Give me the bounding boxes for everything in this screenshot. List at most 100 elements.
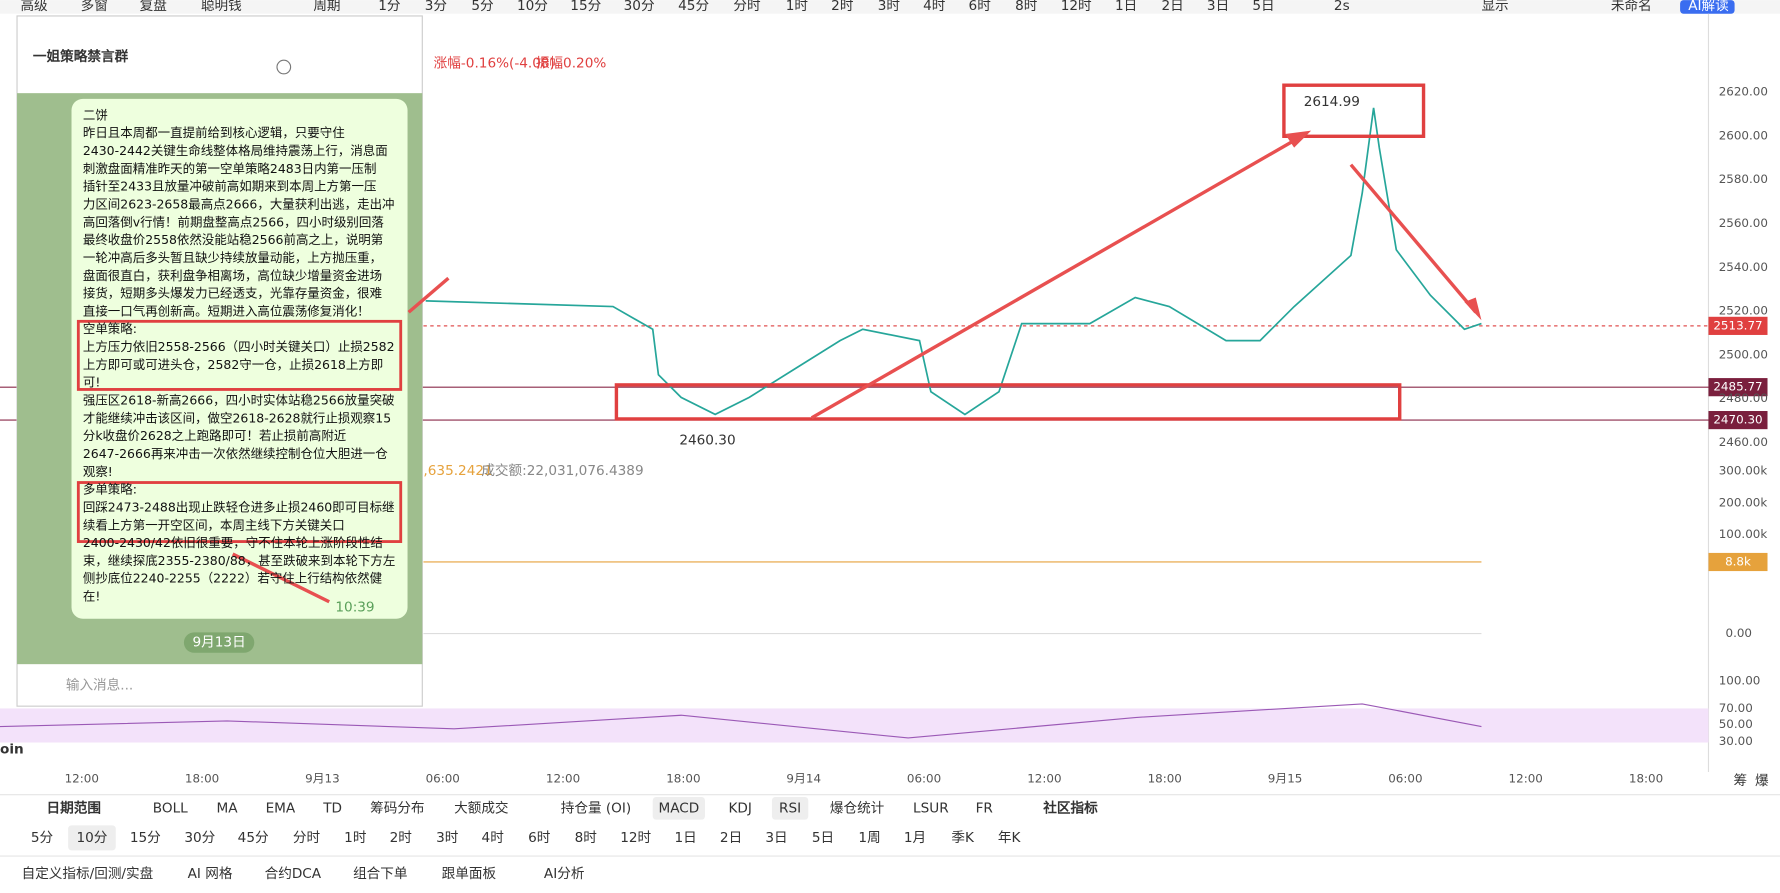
time-tick: 12:00 xyxy=(546,771,580,785)
timeframe[interactable]: 1月 xyxy=(904,830,926,846)
toolbar-item[interactable]: 30分 xyxy=(624,0,655,14)
search-icon[interactable] xyxy=(276,59,292,75)
bottom-tool[interactable]: AI分析 xyxy=(544,866,585,882)
toolbar-item[interactable]: 12时 xyxy=(1061,0,1092,14)
toolbar-item[interactable]: 高级 xyxy=(20,0,48,14)
message-line: 2647-2666再来冲击一次依然继续控制仓位大胆进一仓 xyxy=(83,446,388,461)
indicator-tab[interactable]: LSUR xyxy=(913,800,949,816)
price-tag xyxy=(1708,316,1768,335)
volume-tag xyxy=(1708,552,1768,572)
indicator-tab[interactable]: 持仓量 (OI) xyxy=(561,800,632,816)
change: -0.16%(-4.08) xyxy=(461,56,555,72)
bottom-tool[interactable]: 自定义指标/回测/实盘 xyxy=(22,865,154,882)
indicator-tab[interactable]: 筹码分布 xyxy=(370,799,424,816)
toolbar-item[interactable]: 5日 xyxy=(1252,0,1274,14)
indicator-tab[interactable]: KDJ xyxy=(728,800,751,816)
toolbar-item[interactable]: 2日 xyxy=(1162,0,1184,14)
timeframe[interactable]: 2时 xyxy=(390,830,413,846)
indicator-tab[interactable]: 爆仓统计 xyxy=(830,800,885,816)
indicator-tab[interactable]: 日期范围 xyxy=(47,799,101,816)
timeframe[interactable]: 8时 xyxy=(575,830,598,846)
toolbar-item[interactable]: 4时 xyxy=(923,0,946,14)
timeframe[interactable]: 分时 xyxy=(293,830,321,846)
timeframe[interactable]: 1日 xyxy=(675,830,697,846)
toolbar-item[interactable]: 45分 xyxy=(678,0,709,14)
toolbar-right[interactable]: 显示 xyxy=(1481,0,1508,14)
toolbar-item[interactable]: 2时 xyxy=(831,0,854,14)
indicator-tab[interactable]: EMA xyxy=(266,800,296,816)
timeframe[interactable]: 12时 xyxy=(620,830,651,846)
toolbar-item[interactable]: 8时 xyxy=(1015,0,1038,14)
timeframe[interactable]: 5分 xyxy=(31,830,54,846)
timeframe[interactable]: 10分 xyxy=(76,830,107,846)
toolbar-item[interactable]: 复盘 xyxy=(140,0,167,14)
toolbar-item[interactable]: 3分 xyxy=(425,0,448,14)
timeframe[interactable]: 季K xyxy=(951,830,975,846)
turnover: 成交额:22,031,076.4389 xyxy=(481,462,643,479)
toolbar-item[interactable]: 聪明钱 xyxy=(201,0,242,14)
toolbar-item[interactable]: 周期 xyxy=(313,0,340,14)
timeframe[interactable]: 年K xyxy=(998,830,1022,846)
price-tag xyxy=(1708,411,1768,430)
indicator-tab[interactable]: RSI xyxy=(779,800,801,816)
indicator-tab[interactable]: MACD xyxy=(658,800,699,816)
toolbar-item[interactable]: 3日 xyxy=(1207,0,1229,14)
symbol: oin xyxy=(0,741,24,757)
toolbar-right[interactable]: AI解读 xyxy=(1688,0,1729,14)
rsi-tick: 50.00 xyxy=(1719,717,1753,731)
timeframe[interactable]: 15分 xyxy=(130,830,161,846)
timeframe[interactable]: 6时 xyxy=(528,830,551,846)
arrow xyxy=(231,552,330,604)
bottom-tool[interactable]: 合约DCA xyxy=(265,866,322,882)
toolbar-item[interactable]: 1日 xyxy=(1115,0,1137,14)
toolbar-item[interactable]: 1时 xyxy=(786,0,809,14)
toolbar-item[interactable]: 5分 xyxy=(471,0,494,14)
indicator-tab[interactable]: TD xyxy=(322,800,342,816)
timeframe[interactable]: 1时 xyxy=(344,830,367,846)
timeframe[interactable]: 45分 xyxy=(238,830,269,846)
toolbar-item[interactable]: 10分 xyxy=(517,0,548,14)
timeframe[interactable]: 30分 xyxy=(184,830,215,846)
message-line: 刺激盘面精准昨天的第一空单策略2483日内第一压制 xyxy=(83,161,377,176)
indicator-tab[interactable]: 大额成交 xyxy=(454,799,509,816)
timeframe[interactable]: 2日 xyxy=(720,830,742,846)
message-line: 插针至2433且放量冲破前高如期来到本周上方第一压 xyxy=(83,179,377,194)
message-line: 一轮冲高后多头暂且缺少持续放量动能，上方抛压重， xyxy=(83,250,382,265)
rsi-tick: 70.00 xyxy=(1719,701,1753,715)
toolbar-item[interactable]: 分时 xyxy=(733,0,761,14)
timeframe[interactable]: 5日 xyxy=(812,830,834,846)
message-input[interactable]: 输入消息... xyxy=(66,677,133,694)
time-tick: 06:00 xyxy=(907,771,941,785)
toolbar-item[interactable]: 6时 xyxy=(969,0,992,14)
bottom-tool[interactable]: 组合下单 xyxy=(353,866,407,882)
time-tick: 12:00 xyxy=(65,771,99,785)
toolbar-item[interactable]: 3时 xyxy=(878,0,901,14)
price-tick: 2480.00 xyxy=(1719,391,1768,405)
indicator-tab[interactable]: MA xyxy=(217,800,239,816)
timeframe[interactable]: 4时 xyxy=(482,830,505,846)
time-tick: 9月14 xyxy=(786,771,821,785)
toolbar-item[interactable]: 多窗 xyxy=(81,0,108,14)
timeframe[interactable]: 3时 xyxy=(436,830,459,846)
ai-button-bg xyxy=(1680,0,1735,14)
arrow-head xyxy=(1464,297,1482,321)
bottom-tool[interactable]: AI 网格 xyxy=(188,866,233,882)
timeframe[interactable]: 1周 xyxy=(858,830,880,846)
toolbar-right[interactable]: 未命名 xyxy=(1611,0,1652,14)
indicator-tab[interactable]: 社区指标 xyxy=(1042,799,1098,816)
bottom-tool[interactable]: 跟单面板 xyxy=(442,866,497,882)
message-line: 高回落倒v行情！前期盘整高点2566，四小时级别回落 xyxy=(83,214,384,229)
toolbar-right[interactable]: 2s xyxy=(1334,0,1350,14)
side-label: 筹 xyxy=(1733,772,1747,789)
indicator-tab[interactable]: BOLL xyxy=(153,800,188,816)
message-line: 昨日且本周都一直提前给到核心逻辑，只要守住 xyxy=(83,125,345,140)
toolbar-item[interactable]: 1分 xyxy=(378,0,401,14)
tab-active xyxy=(68,825,116,851)
change-label: 涨幅 xyxy=(434,56,461,72)
timeframe[interactable]: 3日 xyxy=(765,830,787,846)
message-line: 力区间2623-2658最高点2666，大量获利出逃，走出冲 xyxy=(83,196,395,211)
indicator-tab[interactable]: FR xyxy=(976,800,994,816)
toolbar-item[interactable]: 15分 xyxy=(570,0,601,14)
time-tick: 18:00 xyxy=(666,771,700,785)
